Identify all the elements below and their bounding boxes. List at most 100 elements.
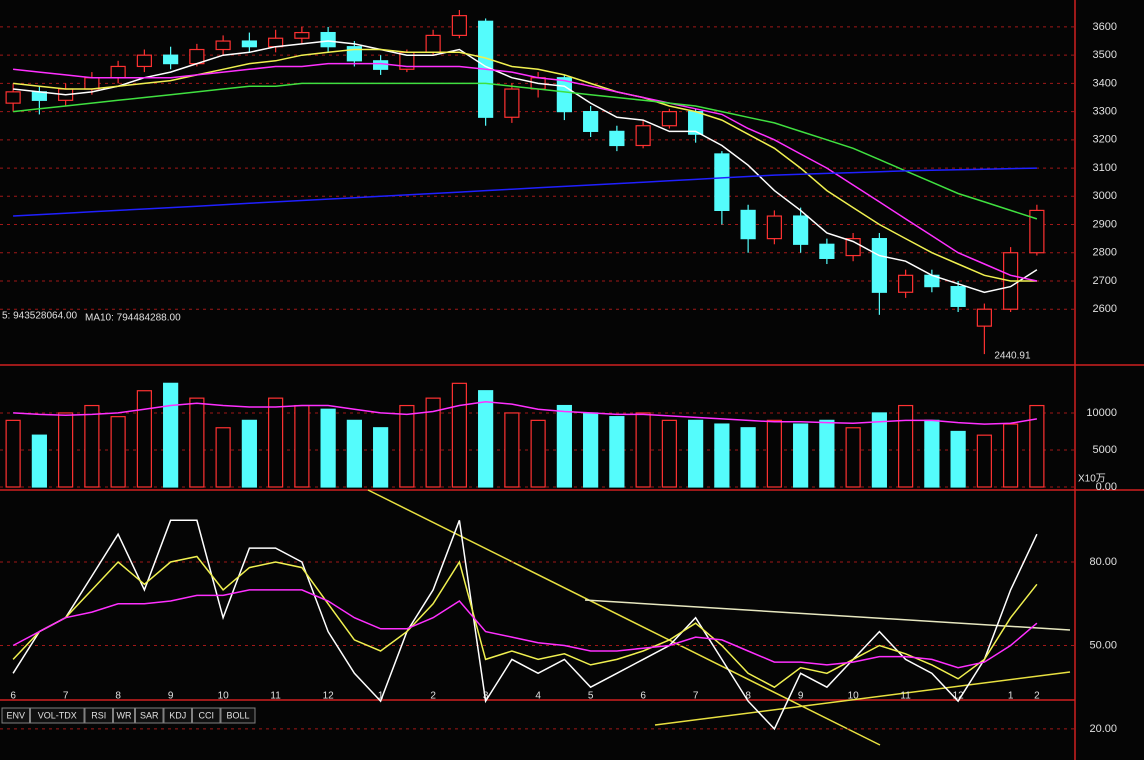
volume-bar — [268, 397, 284, 488]
volume-bar — [635, 412, 651, 488]
candle-body — [163, 54, 179, 65]
x-tick-label: 12 — [953, 691, 965, 702]
candle-body — [215, 40, 231, 51]
x-tick-label: 5 — [588, 691, 594, 702]
candle-body — [950, 286, 966, 307]
y-tick-label: 3600 — [1093, 21, 1117, 33]
tab[interactable] — [163, 707, 192, 724]
y-tick-label: 3200 — [1093, 134, 1117, 146]
candle-body — [766, 215, 782, 240]
tab-label[interactable]: BOLL — [226, 710, 249, 720]
volume-bar — [740, 427, 756, 488]
volume-bar — [373, 427, 389, 488]
volume-bar — [766, 419, 782, 488]
candle-body — [871, 238, 887, 293]
tab-label[interactable]: CCI — [199, 710, 215, 720]
candle-body — [241, 40, 257, 48]
tab-label[interactable]: SAR — [140, 710, 159, 720]
volume-bar — [714, 423, 730, 488]
tab-label[interactable]: RSI — [91, 710, 106, 720]
candle-body — [504, 88, 520, 118]
y-tick-label: 2900 — [1093, 218, 1117, 230]
x-tick-label: 10 — [218, 691, 230, 702]
y-tick-label: 3500 — [1093, 49, 1117, 61]
line-series — [13, 82, 1038, 220]
x-tick-label: 8 — [745, 691, 751, 702]
line-series — [13, 62, 1038, 282]
volume-bar — [346, 419, 362, 488]
volume-bar — [425, 397, 441, 488]
candle-body — [84, 77, 100, 90]
y-tick-label: 3400 — [1093, 77, 1117, 89]
candle-body — [976, 308, 992, 327]
x-tick-label: 8 — [115, 691, 121, 702]
candle-body — [661, 111, 677, 127]
volume-bar — [163, 382, 179, 488]
volume-bar — [110, 416, 126, 488]
y-tick-label: 2600 — [1093, 303, 1117, 315]
x-tick-label: 6 — [10, 691, 16, 702]
line-series — [13, 401, 1038, 425]
volume-bar — [661, 419, 677, 488]
line-series — [13, 48, 1037, 282]
candle-body — [714, 153, 730, 212]
tab[interactable] — [135, 707, 164, 724]
volume-bar — [189, 397, 205, 488]
tab-label[interactable]: WR — [117, 710, 132, 720]
x-tick-label: 12 — [323, 691, 335, 702]
volume-bar — [530, 419, 546, 488]
volume-bar — [688, 419, 704, 488]
x-tick-label: 2 — [1034, 691, 1040, 702]
candle-body — [609, 130, 625, 147]
annotation: 2440.91 — [994, 351, 1031, 362]
y-tick-label: 3000 — [1093, 190, 1117, 202]
volume-bar — [451, 382, 467, 488]
volume-bar — [924, 419, 940, 488]
unit-label: X10万 — [1078, 474, 1106, 485]
candle-body — [740, 209, 756, 240]
x-tick-label: 1 — [1008, 691, 1014, 702]
tab[interactable] — [84, 707, 113, 724]
x-tick-label: 3 — [483, 691, 489, 702]
volume-bar — [136, 390, 152, 488]
volume-bar — [976, 434, 992, 488]
volume-bar — [399, 404, 415, 488]
trend-line — [367, 489, 881, 746]
candle-body — [793, 215, 809, 245]
x-tick-label: 7 — [693, 691, 699, 702]
x-tick-label: 2 — [430, 691, 436, 702]
volume-bar — [215, 427, 231, 488]
line-series — [12, 589, 1038, 669]
tab-label[interactable]: KDJ — [169, 710, 186, 720]
volume-bar — [793, 423, 809, 488]
tab[interactable] — [1, 707, 30, 724]
tab[interactable] — [113, 707, 135, 724]
volume-bar — [504, 412, 520, 488]
tab[interactable] — [30, 707, 85, 724]
volume-bar — [845, 427, 861, 488]
x-tick-label: 1 — [378, 691, 384, 702]
y-tick-label: 80.00 — [1089, 556, 1117, 568]
tab-label[interactable]: VOL-TDX — [38, 710, 77, 720]
y-tick-label: 50.00 — [1089, 639, 1117, 651]
volume-bar — [5, 419, 21, 488]
candle-body — [294, 31, 310, 39]
x-tick-label: 10 — [848, 691, 860, 702]
candle-body — [136, 54, 152, 68]
volume-bar — [84, 404, 100, 488]
legend-entry: 5: 943528064.00 — [2, 311, 78, 322]
tab[interactable] — [220, 707, 256, 724]
x-tick-label: 7 — [63, 691, 69, 702]
candle-body — [819, 243, 835, 259]
volume-bar — [31, 434, 47, 488]
volume-bar — [478, 390, 494, 488]
candle-body — [556, 77, 572, 113]
x-tick-label: 9 — [798, 691, 804, 702]
legend-entry: MA10: 794484288.00 — [85, 313, 181, 324]
line-series — [13, 40, 1038, 294]
x-tick-label: 6 — [640, 691, 646, 702]
tab[interactable] — [192, 707, 221, 724]
tab-label[interactable]: ENV — [6, 710, 25, 720]
